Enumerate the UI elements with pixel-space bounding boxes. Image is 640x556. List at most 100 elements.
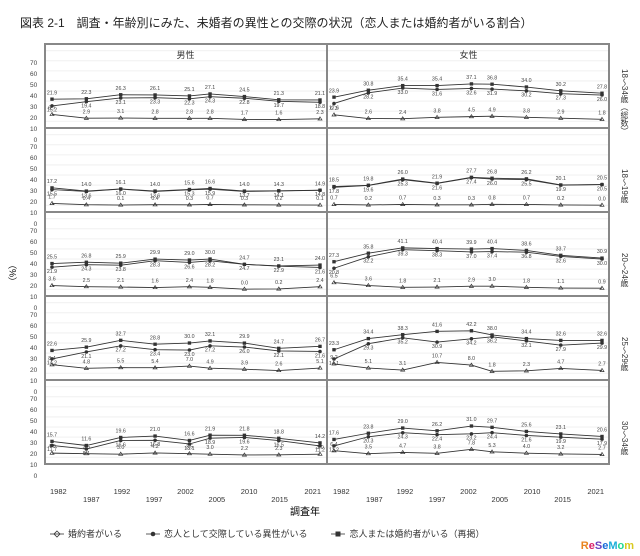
svg-text:2.8: 2.8 (206, 109, 213, 115)
svg-text:19.8: 19.8 (363, 176, 373, 182)
panel-4-0: 4.03.53.04.23.53.02.22.33.011.78.116.616… (45, 380, 327, 464)
svg-text:41.1: 41.1 (398, 239, 408, 245)
svg-text:39.9: 39.9 (466, 240, 476, 246)
svg-text:23.2: 23.2 (466, 436, 476, 442)
svg-text:15.3: 15.3 (184, 192, 194, 198)
svg-text:24.5: 24.5 (239, 88, 249, 94)
svg-text:14.8: 14.8 (315, 192, 325, 198)
svg-text:5.4: 5.4 (151, 359, 158, 365)
svg-text:19.6: 19.6 (363, 187, 373, 193)
svg-text:4.7: 4.7 (399, 444, 406, 450)
svg-text:0.3: 0.3 (433, 196, 440, 202)
svg-text:4.9: 4.9 (488, 107, 495, 113)
row-18-19: 18～19歳 (619, 144, 630, 228)
svg-text:36.2: 36.2 (487, 339, 497, 345)
svg-text:38.0: 38.0 (487, 326, 497, 332)
svg-text:22.8: 22.8 (239, 100, 249, 106)
svg-text:27.4: 27.4 (466, 180, 476, 186)
svg-text:21.9: 21.9 (47, 90, 57, 96)
svg-text:14.3: 14.3 (274, 182, 284, 188)
svg-text:33.7: 33.7 (556, 246, 566, 252)
svg-text:2.1: 2.1 (117, 278, 124, 284)
svg-text:23.9: 23.9 (329, 88, 339, 94)
svg-text:2.9: 2.9 (83, 109, 90, 115)
svg-text:40.4: 40.4 (487, 240, 497, 246)
panel-0-0: 6.72.93.12.82.82.81.71.62.315.219.423.12… (45, 44, 327, 128)
svg-text:0.0: 0.0 (241, 280, 248, 286)
svg-text:20.8: 20.8 (329, 270, 339, 276)
svg-text:3.0: 3.0 (488, 277, 495, 283)
svg-text:1.8: 1.8 (399, 279, 406, 285)
svg-text:15.5: 15.5 (47, 191, 57, 197)
svg-text:23.1: 23.1 (116, 100, 126, 106)
panel-0-1: 6.32.62.43.84.54.93.82.91.817.628.233.03… (327, 44, 609, 128)
svg-text:25.9: 25.9 (116, 254, 126, 260)
svg-text:4.9: 4.9 (206, 359, 213, 365)
svg-text:21.9: 21.9 (432, 174, 442, 180)
svg-text:2.3: 2.3 (523, 362, 530, 368)
svg-text:0.8: 0.8 (488, 196, 495, 202)
svg-text:23.8: 23.8 (116, 267, 126, 273)
svg-text:21.9: 21.9 (47, 269, 57, 275)
svg-text:28.2: 28.2 (205, 263, 215, 269)
svg-text:2.6: 2.6 (365, 110, 372, 116)
svg-text:16.6: 16.6 (116, 442, 126, 448)
row-18-34: 18～34歳（総数） (619, 60, 630, 144)
svg-text:20.5: 20.5 (597, 176, 607, 182)
svg-text:20.3: 20.3 (363, 439, 373, 445)
svg-text:32.6: 32.6 (466, 90, 476, 96)
svg-text:0.3: 0.3 (468, 196, 475, 202)
svg-text:17.6: 17.6 (329, 431, 339, 437)
svg-text:2.3: 2.3 (316, 110, 323, 116)
svg-text:42.2: 42.2 (466, 322, 476, 328)
svg-text:20.1: 20.1 (556, 176, 566, 182)
svg-text:33.0: 33.0 (398, 90, 408, 96)
svg-text:14.9: 14.9 (315, 181, 325, 187)
svg-text:4.7: 4.7 (557, 360, 564, 366)
svg-text:32.6: 32.6 (597, 332, 607, 338)
svg-text:14.1: 14.1 (274, 193, 284, 199)
svg-text:30.0: 30.0 (597, 261, 607, 267)
svg-text:18.8: 18.8 (315, 104, 325, 110)
svg-text:32.7: 32.7 (116, 331, 126, 337)
svg-text:2.4: 2.4 (186, 278, 193, 284)
svg-text:19.6: 19.6 (239, 439, 249, 445)
svg-text:25.1: 25.1 (184, 87, 194, 93)
svg-text:22.9: 22.9 (274, 268, 284, 274)
svg-text:5.5: 5.5 (117, 359, 124, 365)
svg-text:29.0: 29.0 (398, 419, 408, 425)
svg-text:3.0: 3.0 (206, 445, 213, 451)
svg-text:4.0: 4.0 (523, 444, 530, 450)
svg-text:32.1: 32.1 (521, 343, 531, 349)
legend-lover: 恋人として交際している異性がいる (146, 527, 307, 540)
svg-text:23.4: 23.4 (150, 352, 160, 358)
svg-text:38.3: 38.3 (398, 326, 408, 332)
svg-text:41.6: 41.6 (432, 323, 442, 329)
svg-text:10.7: 10.7 (432, 354, 442, 360)
svg-text:3.8: 3.8 (523, 108, 530, 114)
svg-text:23.1: 23.1 (274, 257, 284, 263)
svg-text:14.0: 14.0 (150, 182, 160, 188)
svg-text:23.0: 23.0 (184, 352, 194, 358)
svg-text:27.7: 27.7 (466, 168, 476, 174)
svg-text:30.2: 30.2 (521, 93, 531, 99)
svg-text:31.0: 31.0 (466, 417, 476, 423)
svg-text:26.2: 26.2 (432, 422, 442, 428)
svg-text:2.9: 2.9 (468, 277, 475, 283)
svg-text:26.2: 26.2 (521, 170, 531, 176)
svg-text:27.1: 27.1 (205, 85, 215, 91)
panel-3-1: 9.25.13.110.78.01.82.34.72.714.129.335.2… (327, 296, 609, 380)
svg-text:1.8: 1.8 (523, 279, 530, 285)
svg-text:35.4: 35.4 (432, 77, 442, 83)
svg-text:27.3: 27.3 (329, 253, 339, 259)
svg-text:29.9: 29.9 (239, 334, 249, 340)
svg-text:31.9: 31.9 (487, 91, 497, 97)
svg-text:23.3: 23.3 (329, 341, 339, 347)
svg-text:22.4: 22.4 (432, 437, 442, 443)
svg-text:21.6: 21.6 (432, 185, 442, 191)
svg-text:37.0: 37.0 (466, 254, 476, 260)
svg-text:23.3: 23.3 (150, 100, 160, 106)
svg-text:16.6: 16.6 (205, 180, 215, 186)
svg-text:20.5: 20.5 (597, 186, 607, 192)
svg-text:2.2: 2.2 (241, 446, 248, 452)
